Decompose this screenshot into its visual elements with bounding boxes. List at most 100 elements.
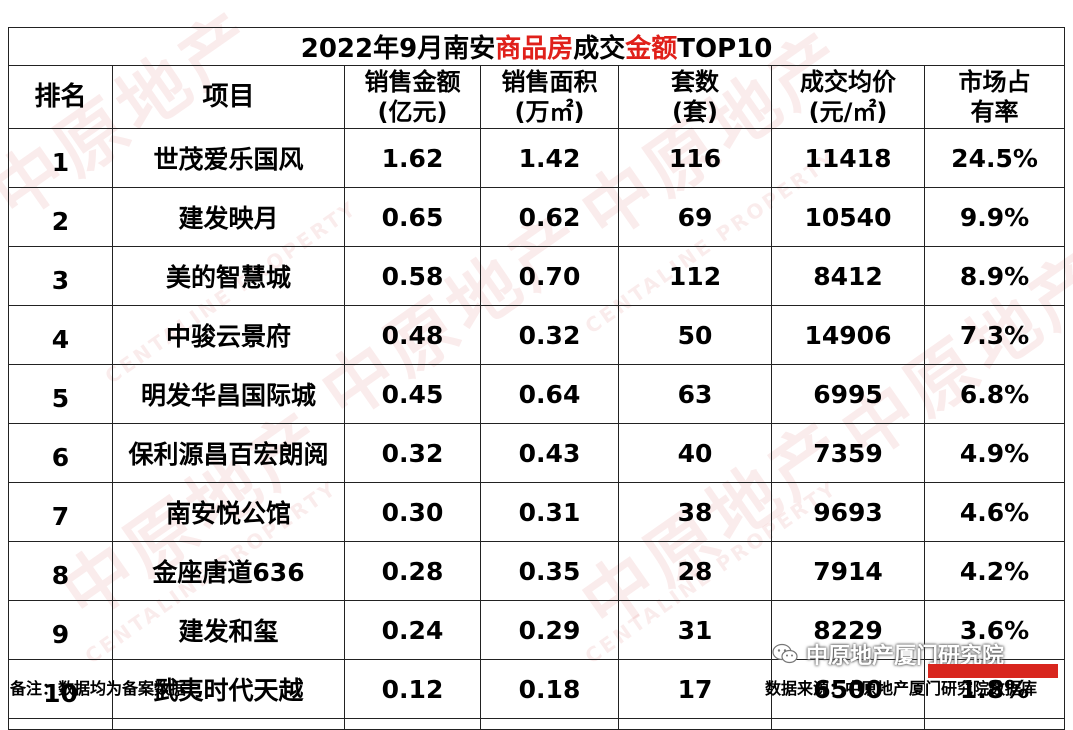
cell-project: 建发和玺: [112, 600, 345, 660]
cell-share: 3.6%: [923, 600, 1066, 660]
cell-amount: 0.24: [344, 600, 481, 660]
cell-price: 7359: [771, 423, 925, 483]
cell-price: 6995: [771, 364, 925, 424]
data-source: 数据来源：中原地产厦门研究院数据库: [765, 679, 1038, 698]
table-row: 3 美的智慧城 0.58 0.70 112 8412 8.9%: [8, 246, 1066, 306]
cell-units: 17: [618, 659, 772, 719]
cell-units: 69: [618, 187, 772, 247]
cell-amount: 0.28: [344, 541, 481, 601]
title-highlight: 金额: [625, 34, 678, 64]
cell-rank: 3: [8, 246, 113, 306]
header-price: 成交均价 (元/㎡): [771, 65, 925, 129]
cell-units: 63: [618, 364, 772, 424]
cell-area: 0.64: [480, 364, 619, 424]
cell-share: 24.5%: [923, 128, 1066, 188]
cell-amount: 0.32: [344, 423, 481, 483]
cell-units: 38: [618, 482, 772, 542]
cell-units: 40: [618, 423, 772, 483]
cell-price: 8229: [771, 600, 925, 660]
header-line: 市场占: [958, 68, 1031, 96]
cell-project: 金座唐道636: [112, 541, 345, 601]
cell-amount: 0.45: [344, 364, 481, 424]
cell-units: 50: [618, 305, 772, 365]
cell-price: 9693: [771, 482, 925, 542]
cell-project: 南安悦公馆: [112, 482, 345, 542]
cell-rank: 2: [8, 187, 113, 247]
header-line: (万㎡): [514, 98, 585, 126]
cell-rank: 5: [8, 364, 113, 424]
cell-share: 4.9%: [923, 423, 1066, 483]
table-row: 7 南安悦公馆 0.30 0.31 38 9693 4.6%: [8, 482, 1066, 542]
table-row: 5 明发华昌国际城 0.45 0.64 63 6995 6.8%: [8, 364, 1066, 424]
title-text: 2022年9月南安: [300, 34, 496, 64]
cell-units: 31: [618, 600, 772, 660]
header-share: 市场占 有率: [923, 65, 1066, 129]
cell-price: 11418: [771, 128, 925, 188]
table-row: 4 中骏云景府 0.48 0.32 50 14906 7.3%: [8, 305, 1066, 365]
header-line: (亿元): [377, 98, 448, 126]
cell-area: 0.29: [480, 600, 619, 660]
cell-units: 28: [618, 541, 772, 601]
header-project: 项目: [112, 65, 345, 129]
cell-units: 112: [618, 246, 772, 306]
gap-cell: [8, 718, 113, 730]
cell-area: 0.32: [480, 305, 619, 365]
gap-cell: [618, 718, 772, 730]
cell-area: 0.31: [480, 482, 619, 542]
cell-price: 10540: [771, 187, 925, 247]
cell-project: 建发映月: [112, 187, 345, 247]
cell-amount: 0.48: [344, 305, 481, 365]
table-row: 2 建发映月 0.65 0.62 69 10540 9.9%: [8, 187, 1066, 247]
header-line: (套): [672, 98, 718, 126]
header-line: 销售面积: [501, 68, 598, 96]
header-line: 成交均价: [800, 68, 896, 96]
cell-amount: 1.62: [344, 128, 481, 188]
table-bottom-gap: [8, 718, 1066, 730]
gap-cell: [344, 718, 481, 730]
cell-rank: 6: [8, 423, 113, 483]
cell-rank: 9: [8, 600, 113, 660]
gap-cell: [112, 718, 345, 730]
cell-area: 1.42: [480, 128, 619, 188]
cell-rank: 8: [8, 541, 113, 601]
cell-project: 中骏云景府: [112, 305, 345, 365]
cell-rank: 4: [8, 305, 113, 365]
cell-area: 0.43: [480, 423, 619, 483]
cell-share: 9.9%: [923, 187, 1066, 247]
footnote: 备注：数据均为备案数据: [10, 679, 187, 698]
cell-share: 4.6%: [923, 482, 1066, 542]
header-rank: 排名: [8, 65, 113, 129]
table-row: 8 金座唐道636 0.28 0.35 28 7914 4.2%: [8, 541, 1066, 601]
table-row: 9 建发和玺 0.24 0.29 31 8229 3.6%: [8, 600, 1066, 660]
cell-amount: 0.58: [344, 246, 481, 306]
cell-area: 0.70: [480, 246, 619, 306]
title-highlight: 商品房: [495, 34, 574, 64]
cell-price: 14906: [771, 305, 925, 365]
cell-project: 保利源昌百宏朗阅: [112, 423, 345, 483]
header-amount: 销售金额 (亿元): [344, 65, 481, 129]
header-line: 销售金额: [364, 68, 461, 96]
title-text: TOP10: [677, 34, 773, 64]
header-line: 有率: [970, 98, 1019, 126]
cell-rank: 1: [8, 128, 113, 188]
cell-rank: 7: [8, 482, 113, 542]
title-text: 成交: [573, 34, 626, 64]
cell-project: 美的智慧城: [112, 246, 345, 306]
cell-share: 8.9%: [923, 246, 1066, 306]
table-row: 1 世茂爱乐国风 1.62 1.42 116 11418 24.5%: [8, 128, 1066, 188]
gap-cell: [771, 718, 925, 730]
cell-share: 4.2%: [923, 541, 1066, 601]
ranking-table: 2022年9月南安商品房成交金额TOP10 排名 项目 销售金额 (亿元) 销售面…: [7, 27, 1066, 730]
cell-amount: 0.30: [344, 482, 481, 542]
header-line: 套数: [671, 68, 719, 96]
cell-project: 明发华昌国际城: [112, 364, 345, 424]
header-area: 销售面积 (万㎡): [480, 65, 619, 129]
cell-amount: 0.65: [344, 187, 481, 247]
header-line: (元/㎡): [808, 98, 888, 126]
cell-share: 7.3%: [923, 305, 1066, 365]
header-units: 套数 (套): [618, 65, 772, 129]
table-row: 6 保利源昌百宏朗阅 0.32 0.43 40 7359 4.9%: [8, 423, 1066, 483]
gap-cell: [923, 718, 1066, 730]
cell-price: 7914: [771, 541, 925, 601]
cell-share: 6.8%: [923, 364, 1066, 424]
